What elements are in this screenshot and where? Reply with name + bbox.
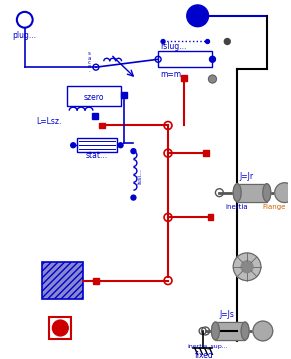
Circle shape (275, 183, 291, 202)
Text: inertia_sup...: inertia_sup... (188, 344, 228, 349)
Ellipse shape (233, 184, 241, 201)
Circle shape (233, 253, 261, 281)
Bar (67, 86, 120, 106)
Circle shape (118, 143, 123, 148)
Circle shape (131, 149, 136, 154)
Circle shape (131, 195, 136, 200)
Circle shape (234, 189, 241, 196)
Circle shape (224, 38, 230, 45)
Text: inertia: inertia (225, 205, 248, 210)
Text: m=m: m=m (160, 70, 181, 79)
Bar (93, 278, 99, 284)
Text: plug...: plug... (12, 31, 36, 39)
Text: stat...: stat... (86, 151, 108, 160)
Bar (92, 113, 98, 118)
Text: lssi...: lssi... (137, 168, 142, 184)
Text: J=Jr: J=Jr (239, 172, 253, 181)
Circle shape (241, 261, 253, 273)
Ellipse shape (241, 322, 249, 340)
Text: fixed: fixed (195, 351, 213, 359)
Bar (49, 317, 71, 339)
Circle shape (52, 320, 68, 336)
Circle shape (210, 57, 215, 62)
Bar (99, 122, 105, 129)
Bar (215, 322, 245, 340)
Ellipse shape (212, 322, 219, 340)
Text: L=Lsz.: L=Lsz. (36, 117, 61, 126)
Bar (207, 214, 214, 220)
Bar (215, 322, 245, 340)
Text: szero: szero (84, 93, 104, 102)
Bar (203, 150, 209, 156)
Circle shape (161, 39, 165, 43)
Bar (237, 184, 267, 201)
Circle shape (234, 261, 241, 268)
Text: rslug...: rslug... (160, 42, 187, 51)
Text: J=Js: J=Js (219, 310, 234, 319)
Circle shape (209, 75, 217, 83)
Circle shape (71, 143, 76, 148)
Ellipse shape (263, 184, 271, 201)
Bar (42, 262, 83, 299)
Bar (120, 92, 127, 98)
Circle shape (253, 321, 273, 341)
Bar (237, 184, 267, 201)
Bar (158, 51, 212, 67)
Text: Flange: Flange (263, 205, 286, 210)
Circle shape (187, 5, 209, 27)
Circle shape (234, 332, 241, 339)
Bar (181, 75, 187, 81)
Text: s
a
c
e
.: s a c e . (87, 51, 91, 73)
Circle shape (205, 39, 210, 43)
Bar (77, 138, 117, 152)
